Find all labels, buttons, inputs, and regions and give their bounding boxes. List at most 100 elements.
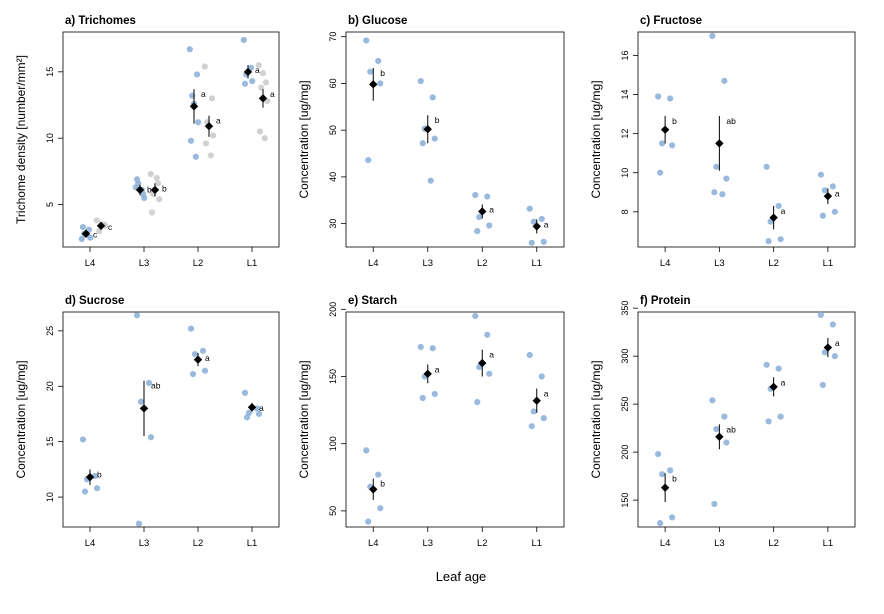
data-point bbox=[240, 36, 247, 44]
data-point bbox=[147, 434, 155, 441]
data-point bbox=[821, 187, 828, 194]
data-point bbox=[711, 500, 718, 508]
x-tick-label: L3 bbox=[139, 258, 150, 269]
significance-letter: a bbox=[544, 389, 549, 399]
mean-marker bbox=[258, 94, 268, 103]
data-point bbox=[81, 488, 89, 495]
significance-letter: a bbox=[781, 377, 786, 387]
panel-2: b) Glucose Concentration [ug/mg] 30 40 50 60 7… bbox=[297, 15, 565, 269]
data-point bbox=[667, 467, 674, 474]
x-tick-label: L3 bbox=[714, 258, 725, 269]
y-tick-label: 10 bbox=[620, 168, 630, 178]
y-tick-label: 10 bbox=[45, 133, 55, 143]
data-point bbox=[431, 390, 438, 398]
data-point bbox=[259, 70, 267, 77]
data-point bbox=[777, 236, 784, 243]
y-tick-label: 60 bbox=[328, 78, 338, 88]
data-point bbox=[431, 135, 438, 142]
x-tick-label: L1 bbox=[247, 538, 258, 549]
data-point bbox=[667, 95, 674, 102]
data-point bbox=[713, 163, 720, 170]
y-axis-label: Concentration [ug/mg] bbox=[589, 360, 603, 478]
data-point bbox=[777, 413, 784, 420]
significance-letter: a bbox=[216, 116, 221, 126]
y-tick-label: 8 bbox=[620, 209, 630, 214]
mean-marker bbox=[769, 382, 778, 392]
data-point bbox=[261, 135, 268, 142]
data-point bbox=[655, 450, 662, 458]
y-tick-label: 15 bbox=[45, 67, 55, 77]
data-point bbox=[655, 93, 662, 100]
x-tick-label: L3 bbox=[422, 258, 433, 269]
data-point bbox=[829, 321, 836, 328]
data-point bbox=[775, 365, 782, 372]
data-point bbox=[193, 71, 201, 78]
significance-letter: ab bbox=[726, 424, 736, 434]
data-point bbox=[207, 152, 214, 159]
data-point bbox=[474, 398, 481, 406]
x-tick-label: L4 bbox=[85, 538, 96, 549]
data-point bbox=[256, 128, 264, 135]
x-tick-label: L4 bbox=[660, 258, 671, 269]
y-tick-label: 30 bbox=[328, 219, 338, 229]
data-point bbox=[657, 169, 664, 176]
mean-marker bbox=[660, 125, 670, 134]
panel-4: d) Sucrose Concentration [ug/mg] 10 15 20 25 L… bbox=[14, 295, 280, 549]
x-tick-label: L1 bbox=[823, 538, 834, 549]
x-tick-label: L2 bbox=[193, 258, 204, 269]
data-point bbox=[133, 176, 141, 183]
data-point bbox=[363, 447, 370, 454]
data-point bbox=[147, 170, 154, 178]
panel-title: b) Glucose bbox=[348, 15, 407, 27]
data-point bbox=[377, 505, 384, 512]
mean-marker bbox=[135, 185, 145, 195]
mean-marker bbox=[823, 343, 833, 352]
data-point bbox=[141, 194, 148, 201]
mean-marker bbox=[660, 483, 670, 492]
y-axis-label: Concentration [ug/mg] bbox=[589, 80, 603, 198]
mean-marker bbox=[715, 432, 724, 441]
panel-5: e) Starch Concentration [ug/mg] 50 100 150 20… bbox=[297, 295, 565, 549]
significance-letter: c bbox=[93, 230, 98, 240]
data-point bbox=[429, 345, 436, 352]
x-tick-label: L3 bbox=[714, 538, 725, 549]
data-point bbox=[765, 418, 772, 425]
x-tick-label: L1 bbox=[823, 258, 834, 269]
significance-letter: a bbox=[781, 206, 786, 216]
significance-letter: a bbox=[435, 364, 440, 374]
mean-marker bbox=[532, 396, 541, 405]
mean-marker bbox=[478, 207, 487, 216]
data-point bbox=[484, 331, 491, 338]
x-tick-label: L3 bbox=[139, 538, 150, 549]
data-point bbox=[192, 153, 199, 160]
y-tick-label: 5 bbox=[45, 202, 55, 207]
data-point bbox=[528, 239, 535, 246]
mean-marker bbox=[189, 102, 199, 111]
x-tick-label: L2 bbox=[768, 258, 779, 269]
significance-letter: b bbox=[672, 473, 677, 483]
data-point bbox=[723, 439, 730, 446]
data-point bbox=[87, 234, 94, 241]
mean-marker bbox=[532, 222, 541, 231]
x-tick-label: L4 bbox=[368, 538, 379, 549]
data-point bbox=[474, 228, 481, 235]
significance-letter: b bbox=[672, 116, 677, 126]
data-point bbox=[187, 137, 195, 144]
data-point bbox=[145, 379, 153, 387]
data-point bbox=[241, 389, 249, 397]
mean-marker bbox=[823, 191, 833, 201]
y-tick-label: 10 bbox=[45, 492, 55, 502]
data-point bbox=[476, 213, 483, 221]
x-tick-label: L4 bbox=[85, 258, 96, 269]
data-point bbox=[137, 398, 145, 405]
y-tick-label: 50 bbox=[328, 125, 338, 135]
data-point bbox=[79, 223, 87, 231]
y-tick-label: 200 bbox=[620, 445, 630, 460]
plot-frame bbox=[345, 311, 565, 528]
data-point bbox=[484, 193, 491, 200]
y-tick-label: 70 bbox=[328, 32, 338, 42]
data-point bbox=[249, 78, 256, 85]
data-point bbox=[363, 37, 370, 44]
data-point bbox=[472, 192, 479, 199]
